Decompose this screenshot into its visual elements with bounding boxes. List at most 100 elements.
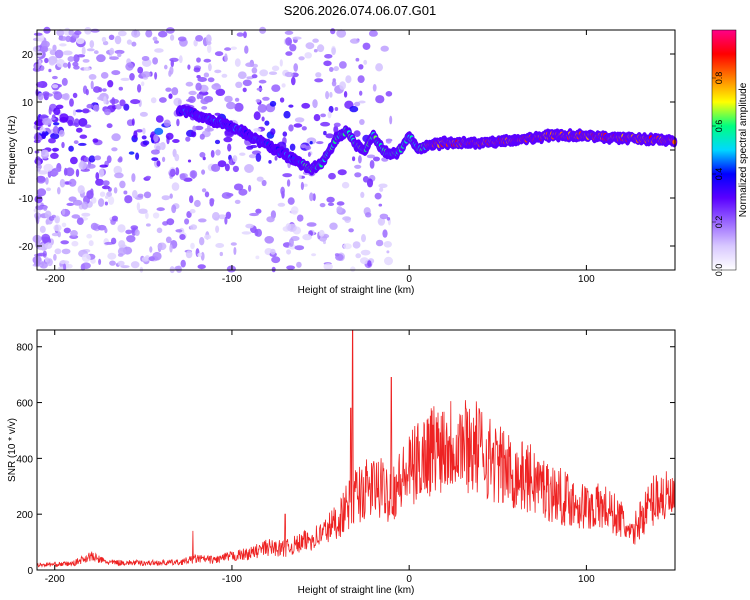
spectrogram-noise-blob <box>172 139 180 143</box>
spectrogram-noise-blob <box>256 87 263 91</box>
spectrogram-noise-blob <box>211 163 221 172</box>
spectrogram-noise-blob <box>189 195 194 204</box>
spectrogram-noise-blob <box>312 99 318 109</box>
spectrogram-noise-blob <box>189 209 196 214</box>
spectrogram-noise-blob <box>179 173 186 181</box>
spectrogram-noise-blob <box>164 64 168 70</box>
spectrogram-noise-blob <box>118 86 124 91</box>
spectrogram-noise-blob <box>149 246 153 253</box>
spectrogram-noise-blob <box>302 233 312 241</box>
spectrogram-noise-blob <box>379 187 384 192</box>
spectrogram-noise-blob <box>289 143 296 151</box>
spectrogram-noise-blob <box>76 37 85 45</box>
spectrogram-noise-blob <box>148 256 155 262</box>
spectrogram-noise-blob <box>342 216 352 221</box>
spectrogram-noise-blob <box>178 55 183 64</box>
spectrogram-noise-blob <box>329 67 334 72</box>
spectrogram-noise-blob <box>237 71 247 79</box>
spectrogram-noise-blob <box>142 140 150 146</box>
spectrogram-noise-blob <box>296 261 302 268</box>
spectrogram-noise-blob <box>175 167 180 176</box>
spectrogram-noise-blob <box>214 112 221 116</box>
spectrogram-y-axis-label: Frequency (Hz) <box>7 116 18 185</box>
spectrogram-noise-blob <box>97 224 107 231</box>
spectrogram-noise-blob <box>281 83 286 88</box>
spectrogram-noise-blob <box>120 265 130 269</box>
spectrogram-noise-blob <box>61 248 71 255</box>
spectrogram-noise-blob <box>245 62 255 67</box>
spectrogram-noise-blob <box>385 138 392 144</box>
spectrogram-y-tick-label: -10 <box>19 194 34 205</box>
spectrogram-noise-blob <box>230 242 237 246</box>
spectrogram-noise-blob <box>37 167 41 172</box>
spectrogram-noise-blob <box>47 169 52 178</box>
spectrogram-noise-blob <box>227 143 232 152</box>
spectrogram-noise-blob <box>41 40 48 48</box>
spectrogram-noise-blob <box>143 191 152 199</box>
spectrogram-noise-blob <box>294 117 305 123</box>
spectrogram-noise-blob <box>71 240 79 247</box>
spectrogram-noise-blob <box>76 127 83 133</box>
spectrogram-noise-blob <box>187 159 192 163</box>
snr-y-tick-label: 400 <box>16 454 33 465</box>
spectrogram-noise-blob <box>210 150 215 158</box>
spectrogram-noise-blob <box>152 57 159 65</box>
spectrogram-noise-blob <box>114 49 125 55</box>
spectrogram-noise-blob <box>239 152 246 156</box>
spectrogram-noise-blob <box>354 101 361 107</box>
spectrogram-noise-blob <box>196 57 201 63</box>
spectrogram-noise-blob <box>296 214 304 222</box>
spectrogram-noise-blob <box>242 79 252 87</box>
spectrogram-noise-blob <box>68 178 77 187</box>
spectrogram-noise-blob <box>83 66 91 71</box>
spectrogram-noise-blob <box>248 184 252 192</box>
spectrogram-noise-blob <box>375 239 384 247</box>
spectrogram-noise-blob <box>120 77 130 81</box>
spectrogram-noise-blob <box>150 97 157 104</box>
spectrogram-noise-blob <box>333 122 341 128</box>
spectrogram-noise-blob <box>212 212 220 221</box>
spectrogram-noise-blob <box>378 183 388 189</box>
spectrogram-noise-blob <box>117 30 127 37</box>
spectrogram-noise-blob <box>103 96 107 105</box>
spectrogram-noise-blob <box>334 107 339 111</box>
spectrogram-noise-blob <box>89 40 95 49</box>
spectrogram-noise-blob <box>286 265 295 270</box>
spectrogram-noise-blob <box>211 83 221 90</box>
spectrogram-noise-blob <box>198 218 207 223</box>
spectrogram-noise-blob <box>208 63 212 72</box>
snr-x-axis-label: Height of straight line (km) <box>298 585 415 596</box>
spectrogram-noise-blob <box>114 172 124 179</box>
spectrogram-noise-blob <box>349 105 359 113</box>
spectrogram-noise-blob <box>224 53 228 62</box>
spectrogram-noise-blob <box>339 81 346 90</box>
spectrogram-noise-blob <box>243 31 247 39</box>
spectrogram-noise-blob <box>293 63 299 72</box>
spectrogram-noise-blob <box>61 141 65 149</box>
spectrogram-noise-blob <box>291 76 296 86</box>
spectrogram-noise-blob <box>230 46 237 50</box>
spectrogram-noise-blob <box>290 206 299 215</box>
spectrogram-noise-blob <box>331 80 337 87</box>
spectrogram-noise-blob <box>365 212 372 218</box>
spectrogram-noise-blob <box>337 169 347 176</box>
spectrogram-noise-blob <box>360 249 371 256</box>
spectrogram-noise-blob <box>339 61 347 69</box>
spectrogram-noise-blob <box>324 54 333 59</box>
spectrogram-y-tick-label: 20 <box>22 50 34 61</box>
spectrogram-noise-blob <box>36 176 46 184</box>
spectrogram-noise-blob <box>157 242 167 251</box>
spectrogram-noise-blob <box>256 176 264 182</box>
colorbar-frame <box>711 29 737 271</box>
spectrogram-noise-blob <box>262 96 270 101</box>
spectrogram-x-tick-label: -100 <box>222 274 242 285</box>
spectrogram-noise-blob <box>36 252 47 257</box>
spectrogram-noise-blob <box>203 58 212 63</box>
spectrogram-noise-blob <box>334 253 340 257</box>
spectrogram-noise-blob <box>81 46 86 55</box>
spectrogram-noise-blob <box>300 181 304 191</box>
spectrogram-noise-blob <box>163 119 171 127</box>
spectrogram-noise-blob <box>169 244 173 253</box>
spectrogram-noise-blob <box>362 176 370 183</box>
spectrogram-noise-blob <box>282 173 293 178</box>
